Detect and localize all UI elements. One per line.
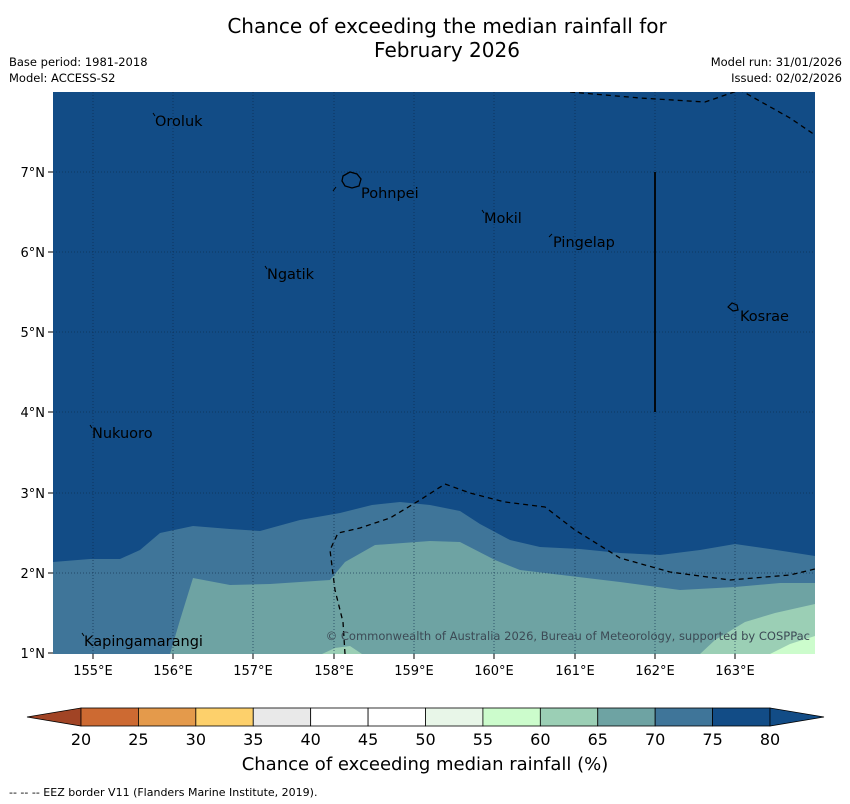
copyright-text: © Commonwealth of Australia 2026, Bureau…: [326, 629, 810, 643]
place-mokil: Mokil: [484, 211, 522, 227]
colorbar-under-arrow: [26, 707, 82, 727]
base-period-text: Base period: 1981-2018: [9, 55, 148, 69]
issued-text: Issued: 02/02/2026: [731, 71, 842, 85]
graticule: [53, 92, 815, 654]
lon-label: 158°E: [314, 664, 354, 679]
lat-label: 6°N: [21, 246, 46, 261]
colorbar-cell: [252, 707, 312, 727]
colorbar-tick-label: 35: [243, 730, 263, 749]
meta-left: Base period: 1981-2018 Model: ACCESS-S2: [9, 54, 148, 86]
place-labels: Oroluk Pohnpei Mokil Pingelap Ngatik Kos…: [84, 114, 789, 650]
place-kapingamarangi: Kapingamarangi: [84, 634, 203, 650]
colorbar-tick-label: 75: [702, 730, 722, 749]
place-pingelap: Pingelap: [553, 235, 615, 251]
atoll-marks: [81, 112, 553, 637]
place-nukuoro: Nukuoro: [92, 426, 153, 442]
colorbar-cell: [597, 707, 656, 727]
lon-label: 157°E: [233, 664, 273, 679]
colorbar-tick-label: 45: [358, 730, 378, 749]
eez-borders: [329, 92, 815, 654]
model-text: Model: ACCESS-S2: [9, 71, 116, 85]
title-line-1: Chance of exceeding the median rainfall …: [227, 14, 667, 38]
pohnpei-island: [341, 171, 362, 189]
colorbar-cell: [138, 707, 197, 727]
pohnpei-reef: [332, 186, 337, 192]
axis-ticks: [48, 171, 736, 659]
colorbar-tick-label: 70: [645, 730, 665, 749]
lon-label: 155°E: [73, 664, 113, 679]
lon-labels: 155°E 156°E 157°E 158°E 159°E 160°E 161°…: [73, 664, 755, 679]
place-ngatik: Ngatik: [267, 267, 315, 283]
colorbar-tick-label: 40: [300, 730, 320, 749]
lat-label: 4°N: [21, 406, 46, 421]
colorbar-cell: [195, 707, 254, 727]
lon-label: 159°E: [394, 664, 434, 679]
colorbar-cell: [539, 707, 599, 727]
colorbar-tick-label: 50: [415, 730, 435, 749]
lon-label: 160°E: [474, 664, 514, 679]
colorbar-cell: [367, 707, 426, 727]
colorbar-cell: [310, 707, 369, 727]
colorbar-cell: [80, 707, 139, 727]
colorbar-cell: [654, 707, 713, 727]
lat-label: 3°N: [21, 487, 46, 502]
map-area: Oroluk Pohnpei Mokil Pingelap Ngatik Kos…: [53, 92, 815, 654]
place-oroluk: Oroluk: [155, 114, 203, 130]
colorbar-label: Chance of exceeding median rainfall (%): [241, 754, 609, 775]
colorbar-tick-label: 80: [760, 730, 780, 749]
kosrae-island: [727, 302, 739, 312]
colorbar-cell: [712, 707, 771, 727]
lon-label: 163°E: [715, 664, 755, 679]
lon-label: 156°E: [153, 664, 193, 679]
region-65-70: [700, 604, 815, 654]
lat-labels: 7°N 6°N 5°N 4°N 3°N 2°N 1°N: [21, 166, 46, 662]
colorbar-over-arrow: [769, 707, 825, 727]
lon-label: 161°E: [555, 664, 595, 679]
colorbar-tick-label: 25: [128, 730, 148, 749]
colorbar-tick-label: 65: [588, 730, 608, 749]
colorbar-cell: [425, 707, 484, 727]
lon-label: 162°E: [635, 664, 675, 679]
colorbar-tick-label: 60: [530, 730, 550, 749]
place-kosrae: Kosrae: [740, 309, 789, 325]
lat-label: 5°N: [21, 326, 46, 341]
title-line-2: February 2026: [374, 38, 520, 62]
map-title: Chance of exceeding the median rainfall …: [0, 14, 850, 62]
region-65-70-b: [322, 646, 362, 654]
lat-label: 2°N: [21, 567, 46, 582]
model-run-text: Model run: 31/01/2026: [710, 55, 842, 69]
colorbar-tick-label: 20: [71, 730, 91, 749]
lat-label: 7°N: [21, 166, 46, 181]
colorbar-cell: [482, 707, 541, 727]
colorbar: 20 25 30 35 40 45 50 55 60 65 70 75 80: [26, 707, 825, 749]
colorbar-tick-label: 30: [186, 730, 206, 749]
place-pohnpei: Pohnpei: [361, 186, 419, 202]
lat-label: 1°N: [21, 647, 46, 662]
meta-right: Model run: 31/01/2026 Issued: 02/02/2026: [711, 54, 842, 86]
region-60-65: [770, 636, 815, 654]
region-70-75: [53, 541, 815, 654]
eez-legend-note: -- -- -- EEZ border V11 (Flanders Marine…: [9, 786, 318, 799]
colorbar-tick-label: 55: [473, 730, 493, 749]
